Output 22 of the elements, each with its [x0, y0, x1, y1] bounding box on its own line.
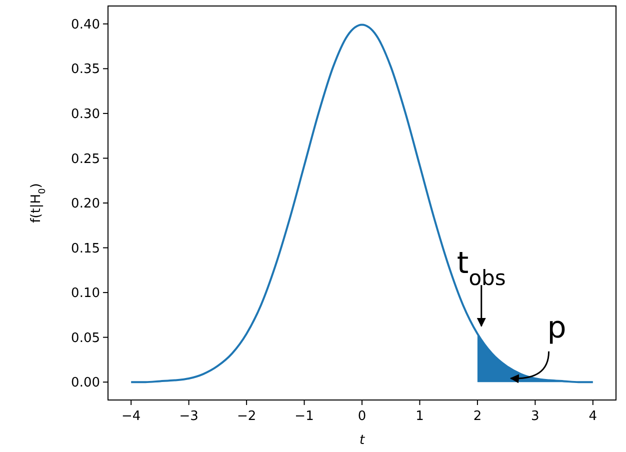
y-tick-label: 0.00: [71, 376, 100, 391]
x-axis-title: t: [359, 433, 366, 448]
y-tick-label: 0.30: [71, 107, 100, 122]
annotation: p: [547, 310, 566, 346]
y-tick-label: 0.20: [71, 196, 100, 212]
x-tick-label: −3: [179, 409, 198, 424]
y-tick-label: 0.40: [71, 17, 100, 32]
x-tick-label: 4: [588, 409, 598, 424]
x-tick-label: 3: [531, 409, 540, 424]
y-tick-label: 0.05: [71, 330, 100, 346]
x-tick-label: −1: [294, 409, 314, 424]
x-tick-label: 1: [416, 409, 424, 424]
line-series: [130, 24, 594, 384]
y-tick-label: 0.15: [71, 241, 100, 256]
y-tick-label: 0.10: [71, 286, 100, 302]
annotation: t$_{obs}$: [456, 246, 506, 290]
x-tick-label: −2: [236, 409, 256, 424]
x-tick-label: −4: [122, 409, 141, 424]
x-tick-label: 0: [358, 409, 366, 424]
y-tick-label: 0.35: [71, 62, 100, 78]
y-tick-label: 0.25: [71, 152, 100, 167]
x-tick-label: 2: [473, 409, 482, 424]
